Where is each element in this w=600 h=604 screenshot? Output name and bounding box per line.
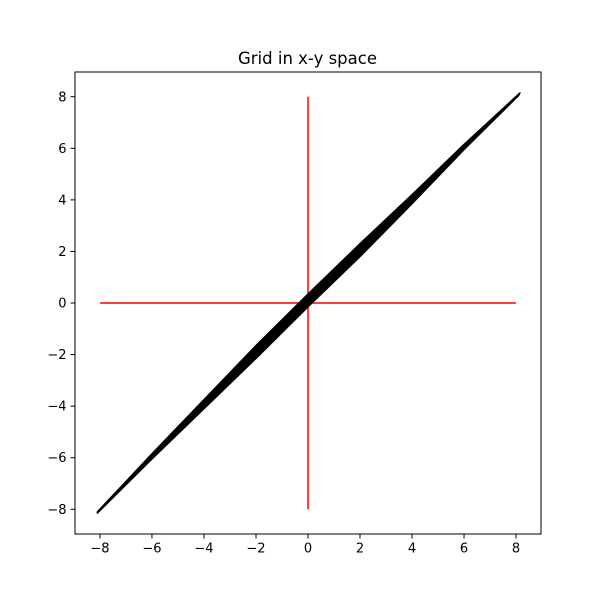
series-layer bbox=[96, 92, 521, 514]
y-tick-label: 4 bbox=[58, 193, 66, 208]
x-tick-label: −6 bbox=[142, 542, 161, 557]
chart-title: Grid in x-y space bbox=[238, 49, 377, 68]
x-tick-label: 6 bbox=[460, 542, 468, 557]
tick-layer: −8 −6 −4 −2 0 2 4 6 8 −8 −6 −4 −2 0 2 4 6 8 bbox=[47, 90, 520, 556]
y-tick-label: −4 bbox=[47, 400, 66, 415]
y-tick-label: −2 bbox=[47, 348, 66, 363]
x-tick-label: −8 bbox=[90, 542, 109, 557]
y-tick-label: 6 bbox=[58, 142, 66, 157]
y-tick-label: −8 bbox=[47, 503, 66, 518]
y-tick-label: 8 bbox=[58, 90, 66, 105]
x-tick-label: −2 bbox=[246, 542, 265, 557]
series-2 bbox=[96, 92, 521, 514]
x-tick-label: 8 bbox=[512, 542, 520, 557]
y-tick-label: 0 bbox=[58, 297, 66, 312]
y-tick-label: 2 bbox=[58, 245, 66, 260]
x-tick-label: 0 bbox=[304, 542, 312, 557]
y-tick-label: −6 bbox=[47, 451, 66, 466]
x-tick-label: −4 bbox=[194, 542, 213, 557]
x-tick-label: 4 bbox=[408, 542, 416, 557]
x-tick-label: 2 bbox=[356, 542, 364, 557]
